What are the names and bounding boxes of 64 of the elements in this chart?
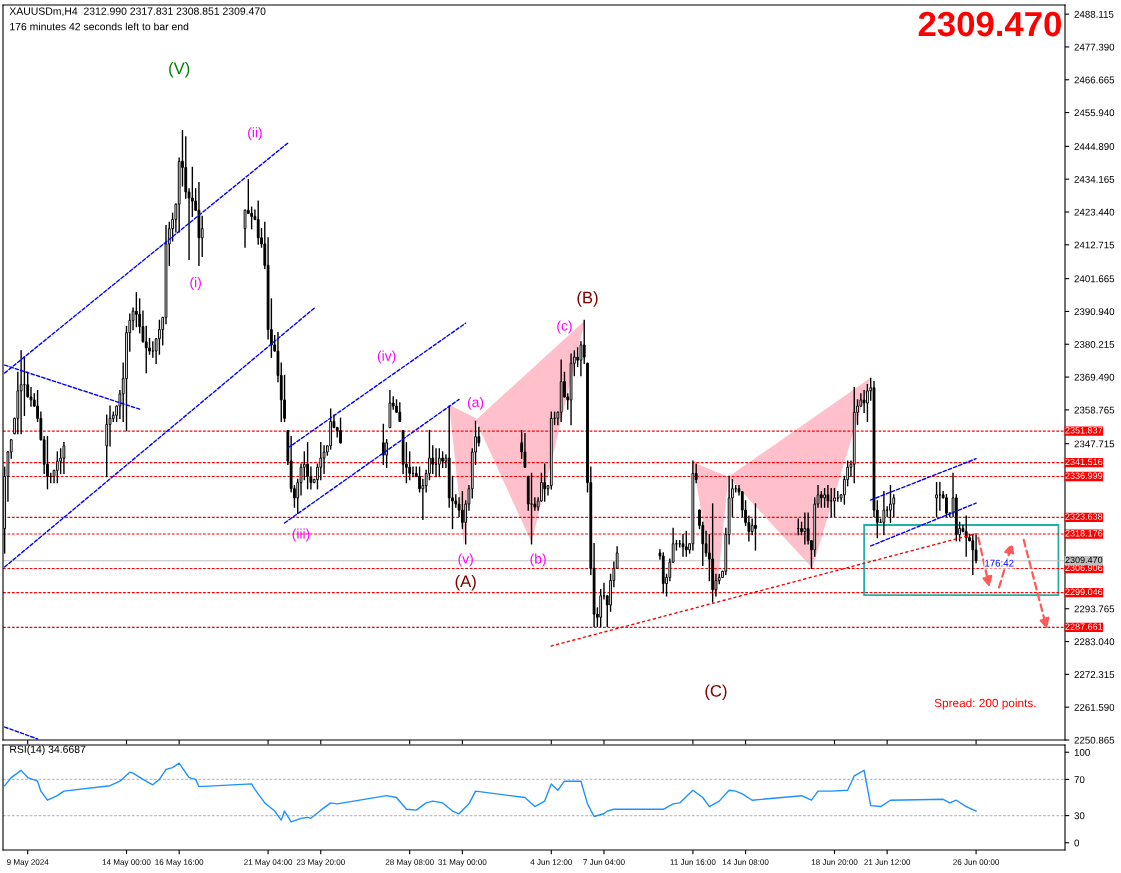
x-tick-label: 14 Jun 08:00: [722, 859, 769, 865]
y-tick-label: 2401.665: [1074, 275, 1115, 283]
annotation: (C): [705, 684, 727, 700]
annotation: (v): [458, 553, 473, 567]
annotation: (c): [557, 320, 572, 334]
y-tick-label: 2369.490: [1074, 373, 1115, 381]
y-tick-label: 2423.440: [1074, 208, 1115, 216]
x-tick-label: 14 May 00:00: [102, 859, 151, 867]
y-tick-label: 2434.165: [1074, 175, 1115, 183]
text: 176 minutes 42 seconds left to bar end: [10, 22, 189, 31]
annotation: (B): [577, 291, 598, 307]
annotation: (iii): [292, 528, 310, 542]
x-tick-label: 9 May 2024: [7, 859, 49, 867]
ref-line-label: 2318.176: [1065, 530, 1103, 537]
y-tick-label: 30: [1074, 812, 1085, 820]
x-tick-label: 18 Jun 20:00: [811, 859, 858, 865]
chart-title: XAUUSDm,H4 2312.990 2317.831 2308.851 2309.470: [9, 7, 266, 17]
annotation: 176:42: [985, 559, 1014, 567]
ref-line-label: 2287.661: [1065, 623, 1103, 630]
annotation: 2309.470: [918, 11, 1061, 37]
y-tick-label: 2444.890: [1074, 143, 1115, 150]
annotation: (ii): [248, 127, 262, 141]
x-tick-label: 16 May 16:00: [155, 859, 204, 867]
y-tick-label: 2283.040: [1074, 638, 1115, 646]
ref-line-label: 2336.999: [1065, 472, 1103, 479]
ref-line-label: 2351.837: [1065, 427, 1103, 434]
y-tick-label: 2250.865: [1074, 736, 1115, 744]
annotation: (V): [169, 61, 190, 78]
y-tick-label: 0: [1074, 839, 1080, 847]
annotation: (iv): [377, 350, 396, 364]
y-tick-label: 2261.590: [1074, 703, 1115, 711]
ref-line-label: 2306.906: [1065, 564, 1103, 571]
y-tick-label: 70: [1074, 776, 1085, 784]
annotation: (a): [467, 396, 484, 410]
x-tick-label: 21 Jun 12:00: [864, 859, 911, 865]
x-tick-label: 26 Jun 00:00: [953, 859, 1000, 865]
annotation: Spread: 200 points.: [934, 698, 1036, 710]
x-tick-label: 31 May 00:00: [438, 859, 487, 867]
ref-line-label: 2309.470: [1065, 556, 1103, 564]
y-tick-label: 2455.940: [1074, 109, 1115, 117]
y-tick-label: 2380.215: [1074, 340, 1115, 348]
y-tick-label: 2390.940: [1074, 308, 1115, 316]
x-tick-label: 7 Jun 04:00: [583, 859, 625, 865]
y-tick-label: 2272.315: [1074, 671, 1115, 678]
y-tick-label: 2347.715: [1074, 440, 1115, 448]
y-tick-label: 2293.765: [1074, 605, 1115, 613]
x-tick-label: 28 May 08:00: [385, 859, 434, 867]
annotation: (b): [530, 553, 546, 567]
x-tick-label: 4 Jun 12:00: [530, 859, 573, 865]
y-tick-label: 2488.115: [1074, 10, 1114, 18]
annotation: (A): [455, 574, 476, 591]
ref-line-label: 2299.046: [1065, 588, 1103, 596]
annotation: (i): [190, 277, 201, 291]
y-tick-label: 100: [1074, 748, 1090, 756]
chart-title: RSI(14) 34.6687: [10, 745, 86, 756]
y-tick-label: 2466.665: [1074, 76, 1115, 84]
x-tick-label: 23 May 20:00: [296, 859, 345, 867]
x-tick-label: 21 May 04:00: [244, 859, 293, 867]
ref-line-label: 2341.516: [1065, 458, 1103, 466]
x-tick-label: 11 Jun 16:00: [670, 859, 716, 865]
y-tick-label: 2412.715: [1074, 241, 1115, 249]
y-tick-label: 2358.765: [1074, 406, 1115, 414]
ref-line-label: 2323.638: [1065, 513, 1103, 520]
y-tick-label: 2477.390: [1074, 43, 1115, 51]
